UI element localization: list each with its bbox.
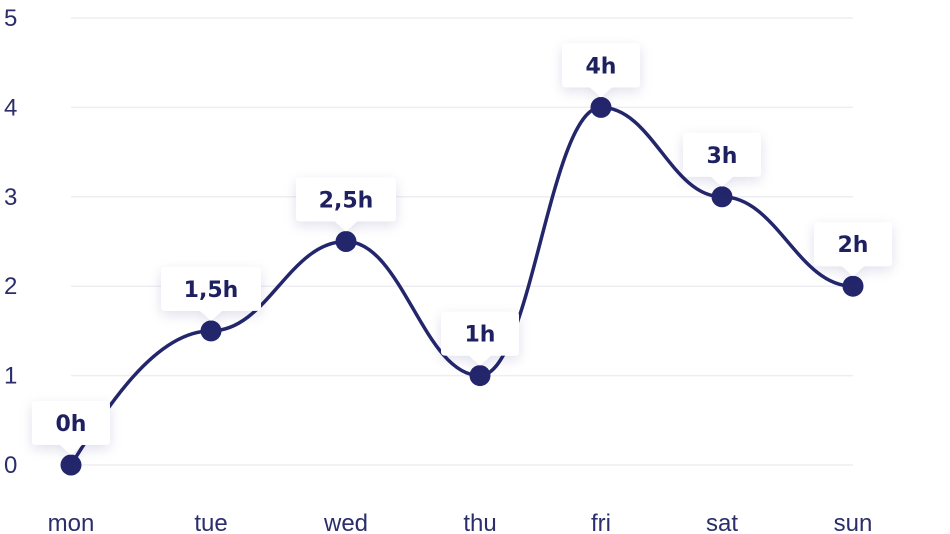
- y-tick-label: 3: [4, 184, 17, 211]
- data-label-tue: 1,5h: [161, 266, 261, 321]
- data-point-sat: [711, 186, 733, 208]
- x-tick-label: wed: [323, 510, 368, 534]
- data-label-text: 2,5h: [319, 189, 374, 214]
- data-point-tue: [200, 320, 222, 342]
- data-label-text: 3h: [707, 144, 738, 169]
- x-tick-label: sat: [706, 510, 738, 534]
- y-tick-label: 2: [4, 273, 17, 300]
- callout-box: [441, 311, 519, 366]
- callout-box: [32, 401, 110, 455]
- data-point-mon: [60, 454, 82, 476]
- callout-box: [562, 43, 640, 98]
- data-point-wed: [335, 231, 357, 252]
- y-tick-label: 1: [4, 363, 17, 390]
- y-tick-label: 4: [4, 94, 17, 121]
- data-point-thu: [469, 365, 491, 387]
- x-tick-label: sun: [834, 510, 873, 534]
- data-label-callouts: 0h 1,5h 2,5h 1h 4h 3h 2h: [32, 43, 892, 455]
- data-label-thu: 1h: [441, 311, 519, 366]
- data-label-text: 0h: [56, 412, 87, 437]
- y-tick-label: 0: [4, 452, 17, 479]
- x-tick-label: thu: [463, 510, 496, 534]
- data-label-sat: 3h: [683, 132, 761, 187]
- x-axis-ticks: mon tue wed thu fri sat sun: [48, 510, 873, 534]
- callout-box: [683, 132, 761, 187]
- x-tick-label: fri: [591, 510, 611, 534]
- x-tick-label: mon: [48, 510, 95, 534]
- data-label-wed: 2,5h: [296, 177, 396, 232]
- callout-box: [296, 177, 396, 232]
- data-points: [60, 96, 864, 476]
- data-point-fri: [590, 96, 612, 118]
- callout-box: [161, 266, 261, 321]
- data-point-sun: [842, 275, 864, 297]
- y-tick-label: 5: [4, 5, 17, 32]
- data-label-sun: 2h: [814, 222, 892, 277]
- x-tick-label: tue: [194, 510, 227, 534]
- data-label-mon: 0h: [32, 401, 110, 455]
- gridlines: [71, 17, 853, 466]
- callout-box: [814, 222, 892, 277]
- data-label-fri: 4h: [562, 43, 640, 98]
- data-label-text: 2h: [838, 233, 869, 258]
- data-label-text: 4h: [586, 54, 617, 79]
- y-axis-ticks: 0 1 2 3 4 5: [4, 5, 17, 479]
- data-label-text: 1,5h: [184, 278, 239, 303]
- data-label-text: 1h: [465, 323, 496, 348]
